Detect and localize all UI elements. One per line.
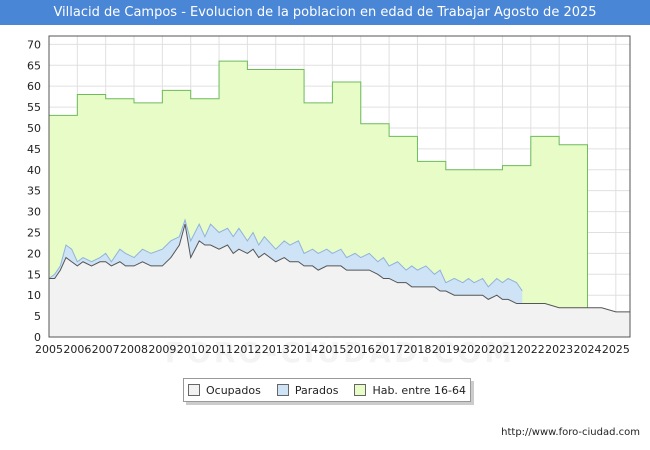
- x-tick-label: 2007: [92, 343, 120, 356]
- legend-swatch-parados: [276, 384, 289, 396]
- y-tick-label: 60: [27, 80, 41, 93]
- x-tick-label: 2022: [517, 343, 545, 356]
- x-tick-label: 2025: [602, 343, 630, 356]
- series-line-hab: [49, 60, 588, 337]
- x-tick-label: 2008: [120, 343, 148, 356]
- x-tick-label: 2015: [318, 343, 346, 356]
- y-tick-label: 25: [27, 226, 41, 239]
- x-tick-label: 2020: [460, 343, 488, 356]
- x-tick-label: 2017: [375, 343, 403, 356]
- x-tick-label: 2005: [35, 343, 63, 356]
- x-tick-label: 2023: [545, 343, 573, 356]
- x-tick-label: 2014: [290, 343, 318, 356]
- x-tick-label: 2013: [262, 343, 290, 356]
- y-tick-label: 35: [27, 185, 41, 198]
- series-area-ocupados: [49, 224, 630, 337]
- source-link[interactable]: http://www.foro-ciudad.com: [501, 427, 640, 438]
- legend-item-ocupados: Ocupados: [187, 383, 261, 397]
- x-tick-label: 2009: [148, 343, 176, 356]
- y-tick-label: 0: [34, 331, 41, 344]
- y-tick-label: 30: [27, 206, 41, 219]
- series-line-ocupados: [49, 223, 630, 313]
- x-tick-label: 2010: [177, 343, 205, 356]
- y-tick-label: 55: [27, 101, 41, 114]
- y-tick-label: 10: [27, 289, 41, 302]
- legend: Ocupados Parados Hab. entre 16-64: [183, 378, 471, 402]
- x-tick-label: 2012: [233, 343, 261, 356]
- chart-title: Villacid de Campos - Evolucion de la pob…: [0, 0, 650, 25]
- legend-label-hab: Hab. entre 16-64: [372, 383, 466, 397]
- x-tick-label: 2006: [63, 343, 91, 356]
- x-tick-label: 2011: [205, 343, 233, 356]
- y-tick-label: 45: [27, 143, 41, 156]
- legend-label-ocupados: Ocupados: [205, 383, 261, 397]
- x-tick-label: 2018: [403, 343, 431, 356]
- axes: [48, 35, 631, 338]
- y-tick-label: 20: [27, 247, 41, 260]
- series-layer: [48, 60, 630, 337]
- series-line-parados: [48, 218, 523, 292]
- y-tick-label: 70: [27, 38, 41, 51]
- legend-swatch-hab: [354, 384, 367, 396]
- legend-item-hab: Hab. entre 16-64: [354, 384, 466, 397]
- y-tick-label: 50: [27, 122, 41, 135]
- y-tick-label: 65: [27, 59, 41, 72]
- legend-item-parados: Parados: [276, 383, 339, 397]
- x-tick-label: 2021: [488, 343, 516, 356]
- legend-label-parados: Parados: [294, 383, 339, 397]
- plot-border: [48, 35, 631, 338]
- x-tick-label: 2016: [347, 343, 375, 356]
- y-tick-label: 15: [27, 268, 41, 281]
- y-tick-label: 40: [27, 164, 41, 177]
- watermark: FORO-CIUDAD.COM: [165, 336, 515, 369]
- legend-swatch-ocupados: [187, 384, 200, 396]
- x-tick-label: 2019: [432, 343, 460, 356]
- y-tick-label: 5: [34, 310, 41, 323]
- x-tick-label: 2024: [573, 343, 601, 356]
